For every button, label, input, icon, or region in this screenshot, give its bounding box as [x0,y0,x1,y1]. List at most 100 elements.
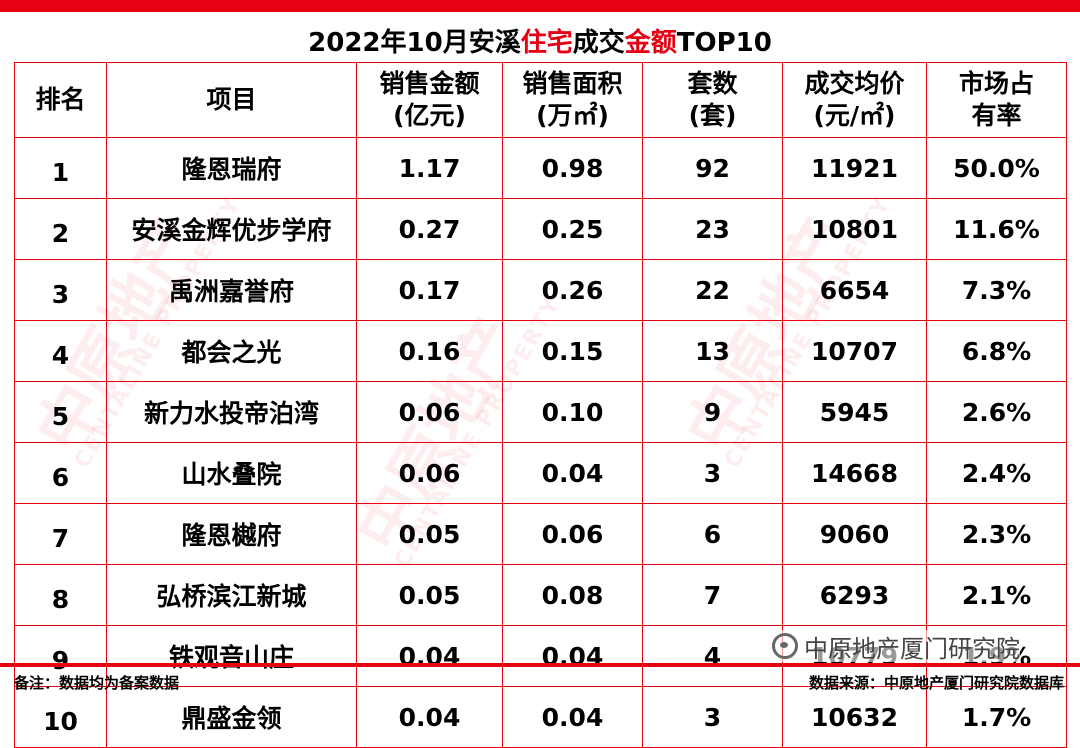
value-cell: 0.06 [356,442,503,504]
project-cell: 安溪金辉优步学府 [106,198,357,260]
value-cell: 0.08 [502,564,643,626]
value-cell: 22 [642,259,783,321]
value-cell: 0.06 [502,503,643,565]
project-cell: 隆恩樾府 [106,503,357,565]
value-cell: 7.3% [926,259,1067,321]
column-header-line: 有率 [971,101,1022,130]
value-cell: 3 [642,686,783,748]
value-cell: 11921 [782,137,927,199]
rank-cell: 10 [14,686,107,748]
value-cell: 0.10 [502,381,643,443]
rank-cell: 5 [14,381,107,443]
value-cell: 4 [642,625,783,687]
column-header-line: 市场占 [958,69,1034,98]
table-row: 7 隆恩樾府 0.05 0.06 6 9060 2.3% [14,503,1067,565]
table-row: 6 山水叠院 0.06 0.04 3 14668 2.4% [14,442,1067,504]
value-cell: 6654 [782,259,927,321]
rank-cell: 4 [14,320,107,382]
data-source: 数据来源：中原地产厦门研究院数据库 [808,674,1064,692]
value-cell: 23 [642,198,783,260]
chart-title: 2022年10月安溪住宅成交金额TOP10 [0,24,1080,62]
value-cell: 10801 [782,198,927,260]
value-cell: 0.27 [356,198,503,260]
value-cell: 0.17 [356,259,503,321]
column-header-line: 销售面积 [522,69,623,98]
value-cell: 6 [642,503,783,565]
table-header: 排名 项目 销售金额 (亿元) 销售面积 (万㎡) 套数 (套) 成交均价 (元/㎡) 市场占 有率 [14,62,1067,138]
table-row: 8 弘桥滨江新城 0.05 0.08 7 6293 2.1% [14,564,1067,626]
table-body: 1 隆恩瑞府 1.17 0.98 92 11921 50.0% 2 安溪金辉优步学府 0.27 0.… [14,137,1067,748]
value-cell: 0.25 [502,198,643,260]
value-cell: 5945 [782,381,927,443]
value-cell: 9 [642,381,783,443]
value-cell: 0.05 [356,564,503,626]
project-cell: 山水叠院 [106,442,357,504]
value-cell: 0.04 [502,686,643,748]
wechat-label: 中原地产厦门研究院 [804,634,1020,663]
value-cell: 2.3% [926,503,1067,565]
title-highlight: 住宅 [520,28,573,58]
project-cell: 铁观音山庄 [106,625,357,687]
table-row: 3 禹洲嘉誉府 0.17 0.26 22 6654 7.3% [14,259,1067,321]
table-row: 1 隆恩瑞府 1.17 0.98 92 11921 50.0% [14,137,1067,199]
value-cell: 0.04 [356,625,503,687]
value-cell: 6293 [782,564,927,626]
value-cell: 2.1% [926,564,1067,626]
value-cell: 0.04 [356,686,503,748]
rank-cell: 3 [14,259,107,321]
value-cell: 0.26 [502,259,643,321]
table-row: 2 安溪金辉优步学府 0.27 0.25 23 10801 11.6% [14,198,1067,260]
value-cell: 1.7% [926,686,1067,748]
title-highlight: 金额 [624,28,677,58]
value-cell: 2.6% [926,381,1067,443]
column-header-line: 成交均价 [804,69,905,98]
top-accent-bar [0,0,1080,12]
column-header: 排名 [14,62,107,138]
value-cell: 0.98 [502,137,643,199]
wechat-icon [772,633,798,659]
value-cell: 3 [642,442,783,504]
title-part: TOP10 [676,28,772,58]
project-cell: 禹洲嘉誉府 [106,259,357,321]
column-header-line: 项目 [206,85,257,114]
column-header-line: (套) [688,101,737,130]
column-header: 套数 (套) [642,62,783,138]
footnote: 备注：数据均为备案数据 [14,674,180,692]
value-cell: 14668 [782,442,927,504]
rank-cell: 8 [14,564,107,626]
project-cell: 弘桥滨江新城 [106,564,357,626]
value-cell: 2.4% [926,442,1067,504]
value-cell: 10707 [782,320,927,382]
value-cell: 0.04 [502,442,643,504]
project-cell: 新力水投帝泊湾 [106,381,357,443]
value-cell: 10632 [782,686,927,748]
bottom-rule [0,663,1080,667]
rank-cell: 2 [14,198,107,260]
column-header-line: 排名 [35,85,86,114]
value-cell: 11.6% [926,198,1067,260]
column-header-line: (亿元) [393,101,466,130]
value-cell: 0.04 [502,625,643,687]
value-cell: 6.8% [926,320,1067,382]
value-cell: 13 [642,320,783,382]
rank-cell: 6 [14,442,107,504]
column-header-line: 销售金额 [379,69,480,98]
project-cell: 隆恩瑞府 [106,137,357,199]
column-header-line: (万㎡) [536,101,609,130]
value-cell: 1.17 [356,137,503,199]
table-row: 4 都会之光 0.16 0.15 13 10707 6.8% [14,320,1067,382]
value-cell: 0.06 [356,381,503,443]
value-cell: 0.15 [502,320,643,382]
project-cell: 鼎盛金领 [106,686,357,748]
value-cell: 7 [642,564,783,626]
header-row: 排名 项目 销售金额 (亿元) 销售面积 (万㎡) 套数 (套) 成交均价 (元/㎡) 市场占 有率 [14,62,1067,138]
column-header: 市场占 有率 [926,62,1067,138]
value-cell: 0.16 [356,320,503,382]
column-header: 成交均价 (元/㎡) [782,62,927,138]
column-header: 销售金额 (亿元) [356,62,503,138]
column-header: 销售面积 (万㎡) [502,62,643,138]
rank-cell: 1 [14,137,107,199]
rank-cell: 9 [14,625,107,687]
value-cell: 9060 [782,503,927,565]
ranking-table: 排名 项目 销售金额 (亿元) 销售面积 (万㎡) 套数 (套) 成交均价 (元/㎡) 市场占 有率 … [14,62,1067,748]
